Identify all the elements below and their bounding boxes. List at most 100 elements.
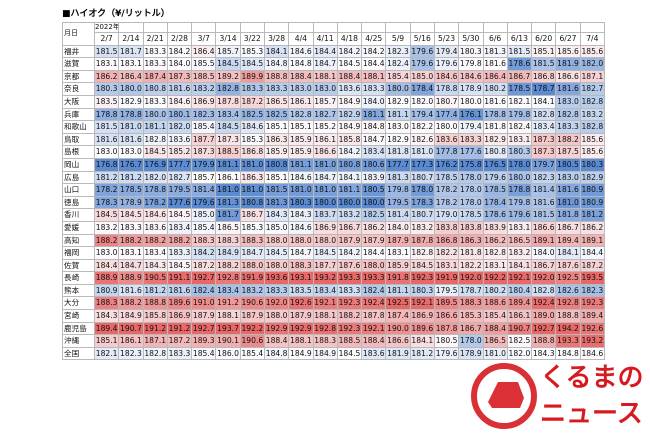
price-cell: 192.1 [506, 271, 533, 285]
price-cell: 183.0 [288, 82, 314, 96]
price-cell: 183.3 [166, 346, 193, 361]
price-cell: 189.9 [239, 69, 265, 84]
price-cell: 184.1 [263, 44, 290, 59]
price-cell: 184.5 [166, 258, 193, 273]
price-cell: 186.8 [433, 233, 460, 248]
row-label: 鳥取 [62, 132, 95, 147]
price-cell: 184.5 [239, 57, 265, 71]
price-cell: 182.4 [506, 120, 533, 134]
price-cell: 184.6 [288, 44, 314, 59]
price-cell: 180.7 [409, 170, 435, 185]
price-cell: 176.5 [482, 157, 508, 172]
price-cell: 192.6 [579, 321, 606, 336]
price-cell: 186.6 [433, 309, 460, 323]
row-label: 徳島 [62, 195, 95, 210]
price-cell: 181.5 [531, 57, 557, 71]
price-cell: 192.9 [288, 321, 314, 336]
price-cell: 182.8 [215, 82, 241, 96]
logo-text: くるまの [540, 363, 643, 393]
blank-cell [531, 22, 557, 33]
price-cell: 186.5 [263, 94, 290, 109]
price-cell: 181.5 [506, 44, 533, 59]
price-cell: 189.1 [579, 233, 606, 248]
price-cell: 188.2 [93, 233, 120, 248]
price-cell: 182.7 [166, 170, 193, 185]
price-cell: 184.8 [288, 57, 314, 71]
price-cell: 180.8 [336, 157, 363, 172]
price-cell: 183.0 [93, 145, 120, 159]
price-cell: 181.8 [385, 145, 411, 159]
price-cell: 179.6 [433, 57, 460, 71]
price-cell: 184.3 [93, 309, 120, 323]
price-cell: 177.6 [458, 145, 484, 159]
price-cell: 180.3 [579, 157, 606, 172]
price-cell: 181.8 [458, 246, 484, 260]
price-cell: 180.0 [361, 195, 387, 210]
price-cell: 188.9 [118, 271, 144, 285]
price-cell: 178.5 [433, 170, 460, 185]
price-cell: 188.2 [142, 233, 168, 248]
price-cell: 187.2 [191, 258, 217, 273]
price-cell: 179.6 [409, 57, 435, 71]
price-cell: 184.9 [336, 120, 363, 134]
price-cell: 184.7 [312, 170, 338, 185]
blank-cell [118, 22, 144, 33]
corner-label: 月日 [62, 22, 95, 46]
price-cell: 184.5 [142, 145, 168, 159]
price-cell: 182.0 [142, 170, 168, 185]
column-header: 4/4 [288, 32, 314, 46]
price-cell: 183.0 [118, 145, 144, 159]
price-cell: 185.6 [579, 44, 606, 59]
price-cell: 181.3 [385, 170, 411, 185]
price-cell: 186.3 [239, 170, 265, 185]
price-cell: 192.5 [555, 271, 581, 285]
price-cell: 182.5 [239, 107, 265, 122]
row-label: 佐賀 [62, 258, 95, 273]
price-cell: 178.0 [458, 195, 484, 210]
price-cell: 191.8 [385, 271, 411, 285]
data-row: 沖縄 185.1 186.1 187.1 187.2 189.3 190.1 190.6 188… [62, 334, 606, 348]
column-header: 5/23 [433, 32, 460, 46]
price-cell: 185.0 [191, 208, 217, 222]
blank-cell [191, 22, 217, 33]
price-cell: 182.9 [118, 94, 144, 109]
column-header: 4/25 [361, 32, 387, 46]
price-cell: 182.6 [555, 283, 581, 298]
price-cell: 180.3 [506, 145, 533, 159]
price-cell: 186.6 [531, 220, 557, 235]
data-row: 大阪 183.5 182.9 183.3 184.6 186.9 187.8 187.2 186… [62, 94, 606, 109]
price-cell: 184.9 [336, 94, 363, 109]
price-cell: 188.0 [361, 258, 387, 273]
row-label: 熊本 [62, 283, 95, 298]
data-row: 佐賀 184.4 184.7 184.3 184.5 187.2 188.2 188.0 188… [62, 258, 606, 273]
price-cell: 182.5 [263, 107, 290, 122]
price-cell: 192.5 [385, 296, 411, 311]
price-cell: 184.0 [166, 57, 193, 71]
price-cell: 179.5 [433, 283, 460, 298]
price-cell: 184.5 [263, 246, 290, 260]
price-cell: 188.0 [263, 233, 290, 248]
price-cell: 184.5 [93, 208, 120, 222]
logo: くるまの ニュース [471, 363, 643, 429]
data-row: 宮崎 184.3 184.9 185.8 186.9 187.9 188.1 187.9 188… [62, 309, 606, 323]
price-cell: 188.8 [142, 296, 168, 311]
blank-cell [482, 22, 508, 33]
price-cell: 183.3 [263, 82, 290, 96]
data-row: 徳島 178.3 178.9 178.2 177.6 179.6 181.3 180.8 181… [62, 195, 606, 210]
price-cell: 184.6 [288, 220, 314, 235]
price-cell: 182.4 [191, 283, 217, 298]
row-label: 宮崎 [62, 309, 95, 323]
row-label: 和歌山 [62, 120, 95, 134]
price-cell: 185.6 [555, 44, 581, 59]
price-cell: 192.4 [361, 296, 387, 311]
price-cell: 192.9 [263, 321, 290, 336]
price-cell: 186.0 [215, 346, 241, 361]
price-cell: 182.9 [385, 132, 411, 147]
price-cell: 187.3 [215, 132, 241, 147]
price-cell: 179.8 [506, 107, 533, 122]
price-cell: 180.3 [409, 283, 435, 298]
data-row: 福井 181.5 181.7 183.3 184.2 186.4 185.7 185.3 184… [62, 44, 606, 59]
blank-cell [215, 22, 241, 33]
price-cell: 185.3 [458, 309, 484, 323]
price-cell: 184.7 [239, 246, 265, 260]
